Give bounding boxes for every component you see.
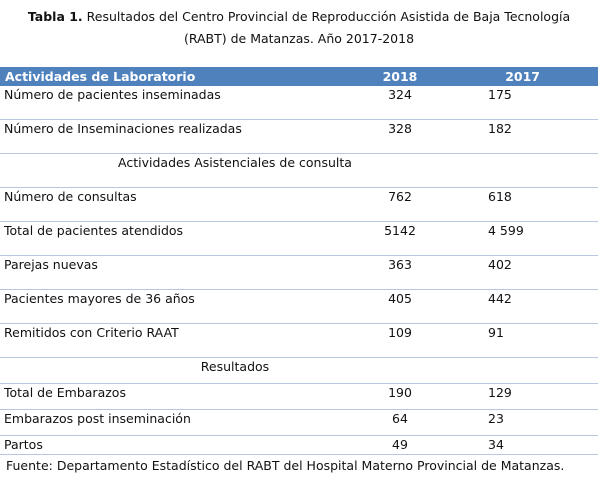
table-row: Remitidos con Criterio RAAT 109 91 [0, 323, 598, 358]
value-2018: 324 [330, 86, 470, 120]
results-table: Actividades de Laboratorio 2018 2017 Núm… [0, 67, 598, 455]
value-2017: 402 [470, 255, 598, 290]
caption-text: Resultados del Centro Provincial de Repr… [86, 9, 571, 24]
value-2017: 4 599 [470, 221, 598, 256]
caption-label: Tabla 1. [27, 9, 83, 24]
value-2017: 618 [470, 187, 598, 222]
value-2017: 91 [470, 323, 598, 358]
section-empty-cell [470, 357, 598, 384]
value-2017: 175 [470, 86, 598, 120]
row-label: Número de consultas [0, 187, 330, 222]
header-2018: 2018 [382, 69, 418, 84]
section-empty-cell [470, 153, 598, 188]
table-caption: Tabla 1. Resultados del Centro Provincia… [6, 6, 592, 50]
value-2017: 182 [470, 119, 598, 154]
value-2018: 762 [330, 187, 470, 222]
table-row: Partos 49 34 [0, 435, 598, 455]
value-2018: 109 [330, 323, 470, 358]
value-2018: 328 [330, 119, 470, 154]
caption-line2: (RABT) de Matanzas. Año 2017-2018 [183, 31, 415, 46]
table-row: Total de Embarazos 190 129 [0, 383, 598, 410]
value-2017: 442 [470, 289, 598, 324]
value-2017: 129 [470, 383, 598, 410]
value-2017: 34 [470, 435, 598, 455]
row-label: Partos [0, 435, 330, 455]
table-row: Número de Inseminaciones realizadas 328 … [0, 119, 598, 154]
header-2017: 2017 [505, 69, 540, 84]
table-row: Número de pacientes inseminadas 324 175 [0, 86, 598, 120]
row-label: Pacientes mayores de 36 años [0, 289, 330, 324]
value-2018: 363 [330, 255, 470, 290]
row-label: Embarazos post inseminación [0, 409, 330, 436]
value-2018: 5142 [330, 221, 470, 256]
section-heading-results: Resultados [0, 357, 470, 384]
value-2018: 190 [330, 383, 470, 410]
row-label: Remitidos con Criterio RAAT [0, 323, 330, 358]
row-label: Total de Embarazos [0, 383, 330, 410]
row-label: Parejas nuevas [0, 255, 330, 290]
table-row: Embarazos post inseminación 64 23 [0, 409, 598, 436]
value-2018: 405 [330, 289, 470, 324]
row-label: Número de Inseminaciones realizadas [0, 119, 330, 154]
header-activities: Actividades de Laboratorio [5, 69, 196, 84]
table-row: Número de consultas 762 618 [0, 187, 598, 222]
table-row: Parejas nuevas 363 402 [0, 255, 598, 290]
value-2017: 23 [470, 409, 598, 436]
section-heading-consultation: Actividades Asistenciales de consulta [0, 153, 470, 188]
table-row: Total de pacientes atendidos 5142 4 599 [0, 221, 598, 256]
source-note: Fuente: Departamento Estadístico del RAB… [6, 458, 565, 473]
section-row: Resultados [0, 357, 598, 384]
row-label: Total de pacientes atendidos [0, 221, 330, 256]
header-row: Actividades de Laboratorio 2018 2017 [0, 67, 598, 86]
section-row: Actividades Asistenciales de consulta [0, 153, 598, 188]
table-row: Pacientes mayores de 36 años 405 442 [0, 289, 598, 324]
value-2018: 64 [330, 409, 470, 436]
row-label: Número de pacientes inseminadas [0, 86, 330, 120]
value-2018: 49 [330, 435, 470, 455]
